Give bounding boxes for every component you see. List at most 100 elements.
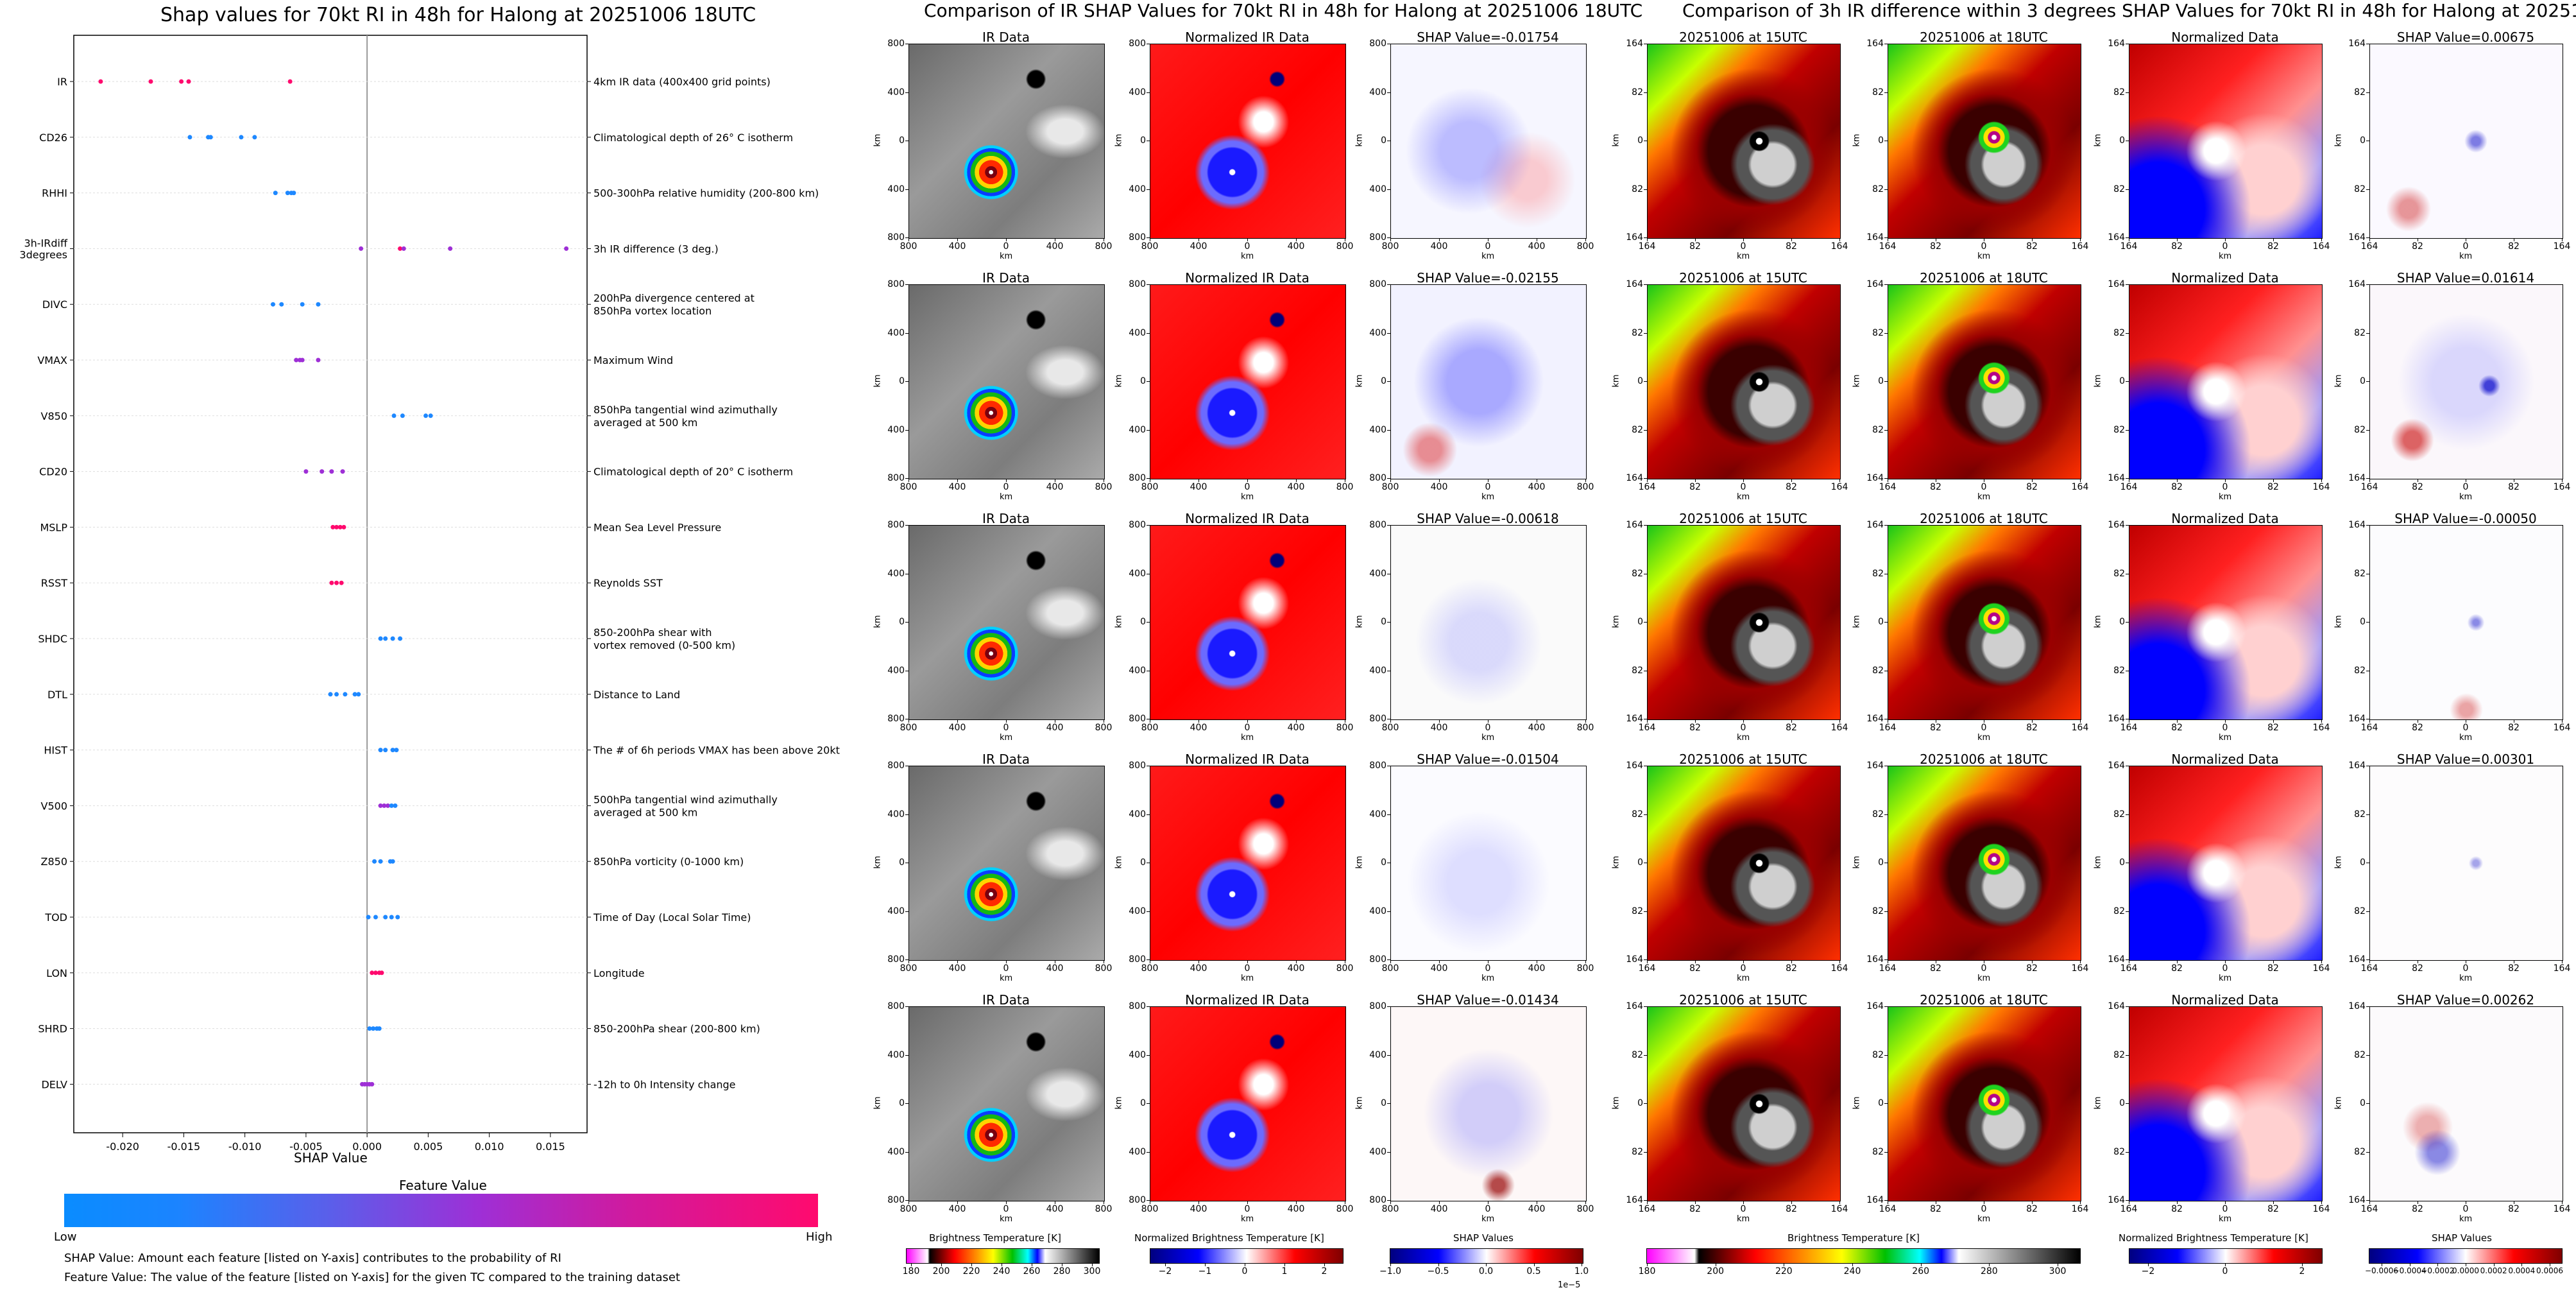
shap-point: [371, 1026, 376, 1031]
panel-title: 20251006 at 15UTC: [1679, 30, 1807, 45]
xtick-mark: [1296, 238, 1297, 241]
yaxis-label: km: [1852, 856, 1862, 869]
ytick-mark: [1147, 1200, 1150, 1201]
feature-description: -12h to 0h Intensity change: [593, 1078, 736, 1090]
xaxis-label: km: [2219, 492, 2232, 502]
ytick-mark: [1147, 525, 1150, 526]
ytick-mark: [2366, 525, 2369, 526]
ytick-mark: [2366, 622, 2369, 623]
panel-image: [2129, 284, 2323, 479]
shap-point: [187, 135, 192, 140]
xtick-label: 800: [1141, 241, 1159, 252]
xtick-mark: [1585, 1201, 1586, 1204]
ytick-label: 0: [1878, 617, 1884, 627]
xtick-label: 82: [2171, 963, 2183, 974]
feature-label: CD20: [39, 466, 67, 478]
ytick-label: 400: [887, 424, 905, 435]
yaxis-label: km: [2093, 856, 2103, 869]
xtick-mark: [1390, 719, 1391, 723]
cbar-tick-label: −0.0006: [2364, 1266, 2399, 1275]
panel-title: SHAP Value=-0.01754: [1417, 30, 1559, 45]
ytick-mark: [905, 1054, 908, 1056]
ytick-mark: [905, 1151, 908, 1153]
shap-point: [390, 636, 395, 641]
panel-image: [908, 284, 1105, 479]
xtick-mark: [2225, 238, 2226, 241]
feature-label: CD26: [39, 132, 67, 144]
xtick-mark: [2369, 479, 2370, 482]
xtick-label: 164: [2071, 241, 2089, 252]
ytick-label: 164: [2348, 520, 2366, 530]
yaxis-label: km: [1611, 856, 1621, 869]
shap-point: [378, 748, 383, 753]
shap-point: [328, 692, 333, 697]
shap-point: [373, 915, 378, 920]
xtick-label: 0: [1981, 241, 1987, 252]
shap-point: [395, 915, 400, 920]
panel-image: [1150, 44, 1346, 239]
panel-image: [1390, 1006, 1587, 1201]
ytick-label: 82: [2354, 568, 2366, 579]
xtick-mark: [2032, 1201, 2033, 1204]
panel-image: [2129, 44, 2323, 239]
ytick-mark: [1644, 1151, 1647, 1153]
panel-title: 20251006 at 15UTC: [1679, 270, 1807, 286]
xtick-label: 82: [2267, 963, 2279, 974]
ytick-mark: [1644, 189, 1647, 190]
panel-title: SHAP Value=-0.00618: [1417, 511, 1559, 526]
panel-image: [2129, 766, 2323, 961]
yaxis-label: km: [1611, 133, 1621, 147]
xtick-mark: [1390, 479, 1391, 482]
xtick-label: 0: [1981, 482, 1987, 492]
ytick-label: 400: [1129, 424, 1146, 435]
panel-title: 20251006 at 15UTC: [1679, 992, 1807, 1008]
yaxis-label: km: [1611, 374, 1621, 388]
xtick-mark: [2562, 479, 2563, 482]
irdiff-comparison-title: Comparison of 3h IR difference within 3 …: [1682, 0, 2576, 21]
xaxis-label: km: [2459, 252, 2473, 261]
xtick-label: 0: [1485, 723, 1491, 733]
xtick-mark: [1647, 960, 1648, 963]
cbar-tick-label: 0.0006: [2536, 1266, 2563, 1275]
ytick-mark: [1387, 911, 1390, 912]
panel-image: [1390, 766, 1587, 961]
xtick-label: 800: [1336, 723, 1354, 733]
ytick-mark: [1884, 237, 1888, 238]
ytick-label: 82: [1872, 1146, 1884, 1157]
xtick-label: 164: [2360, 482, 2378, 492]
xtick-label: 800: [1381, 963, 1399, 974]
xtick-label: 400: [1190, 241, 1207, 252]
ytick-label: 82: [2354, 1049, 2366, 1060]
xtick-mark: [908, 960, 909, 963]
ytick-label: 800: [1369, 232, 1386, 243]
xtick-label: 0: [1244, 482, 1250, 492]
feature-label: V500: [41, 800, 67, 812]
xtick-label: 800: [1576, 1204, 1594, 1214]
xtick-mark: [1439, 1201, 1440, 1204]
ytick-label: 82: [2354, 1146, 2366, 1157]
panel-title: Normalized Data: [2171, 270, 2279, 286]
ytick-mark: [1387, 525, 1390, 526]
ytick-label: 400: [1129, 809, 1146, 820]
yaxis-label: km: [1611, 1096, 1621, 1110]
cbar-tick-label: 280: [1053, 1266, 1071, 1277]
ytick-label: 400: [1369, 1049, 1386, 1060]
panel-title: Normalized Data: [2171, 511, 2279, 526]
panel-title: SHAP Value=-0.01504: [1417, 752, 1559, 767]
feature-label: V850: [41, 410, 67, 422]
ytick-label: 164: [2348, 714, 2366, 724]
panel-title: SHAP Value=0.00301: [2396, 752, 2535, 767]
xaxis-label: km: [1000, 974, 1013, 983]
shap-point: [330, 524, 336, 529]
shap-point: [208, 135, 213, 140]
feature-description: 850hPa vorticity (0-1000 km): [593, 856, 744, 868]
ytick-label: 0: [1878, 857, 1884, 868]
cbar-tick-mark: [1324, 1263, 1325, 1266]
xtick-label: 400: [1046, 482, 1064, 492]
xtick-mark: [1647, 1201, 1648, 1204]
ytick-mark: [2366, 189, 2369, 190]
panel-image: [1888, 525, 2081, 720]
xtick-label: 82: [2026, 241, 2038, 252]
xtick-label: 82: [1786, 963, 1797, 974]
xtick-label: 164: [1830, 1204, 1848, 1214]
